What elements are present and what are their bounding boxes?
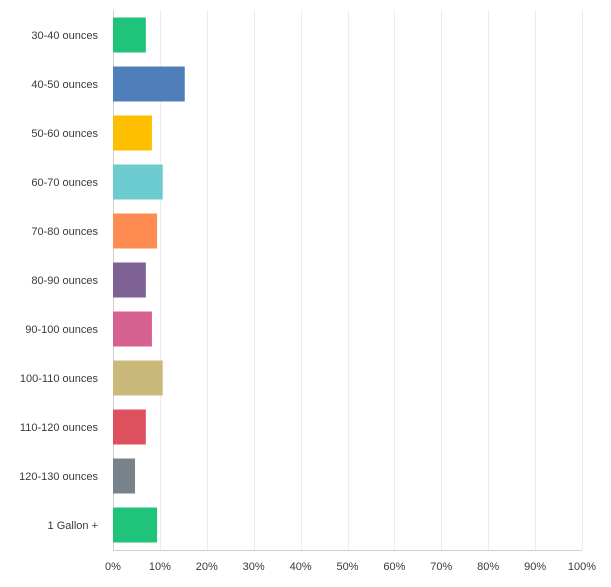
category-label: 70-80 ounces (31, 226, 98, 238)
bar-1 (113, 17, 146, 53)
category-label: 110-120 ounces (20, 422, 99, 434)
x-tick-label: 20% (196, 561, 218, 573)
category-label: 100-110 ounces (20, 373, 99, 385)
category-label: 30-40 ounces (31, 30, 98, 42)
bar-9 (113, 409, 146, 445)
category-labels: 30-40 ounces 40-50 ounces 50-60 ounces 60-7… (19, 30, 98, 532)
category-label: 40-50 ounces (31, 79, 98, 91)
x-tick-label: 70% (430, 561, 452, 573)
bar-2 (113, 66, 185, 102)
bar-6 (113, 262, 146, 298)
x-tick-label: 0% (105, 561, 121, 573)
bar-11 (113, 507, 158, 543)
category-label: 1 Gallon + (48, 520, 98, 532)
category-label: 50-60 ounces (31, 128, 98, 140)
category-label: 80-90 ounces (31, 275, 98, 287)
x-tick-label: 100% (568, 561, 596, 573)
x-tick-label: 40% (290, 561, 312, 573)
bar-10 (113, 458, 136, 494)
x-axis-tick-labels: 0% 10% 20% 30% 40% 50% 60% 70% 80% 90% 100% (105, 561, 596, 573)
bar-8 (113, 360, 163, 396)
bar-5 (113, 213, 158, 249)
bar-4 (113, 164, 163, 200)
x-tick-label: 30% (243, 561, 265, 573)
x-tick-label: 60% (383, 561, 405, 573)
category-label: 90-100 ounces (25, 324, 98, 336)
bars (113, 17, 185, 543)
bar-3 (113, 115, 152, 151)
x-tick-label: 90% (524, 561, 546, 573)
category-label: 60-70 ounces (31, 177, 98, 189)
x-tick-label: 50% (336, 561, 358, 573)
x-tick-label: 80% (477, 561, 499, 573)
x-tick-label: 10% (149, 561, 171, 573)
category-label: 120-130 ounces (19, 471, 98, 483)
bar-7 (113, 311, 152, 347)
